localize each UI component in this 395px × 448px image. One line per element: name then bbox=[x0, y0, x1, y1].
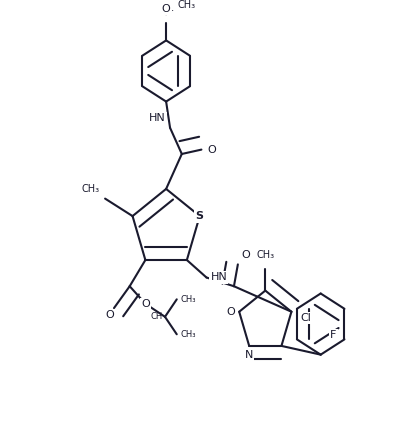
Text: O: O bbox=[242, 250, 250, 260]
Text: CH₃: CH₃ bbox=[178, 0, 196, 10]
Text: O: O bbox=[141, 299, 150, 309]
Text: O: O bbox=[106, 310, 115, 319]
Text: CH₃: CH₃ bbox=[81, 184, 99, 194]
Text: CH₃: CH₃ bbox=[256, 250, 275, 260]
Text: O: O bbox=[162, 4, 171, 14]
Text: CH: CH bbox=[151, 312, 163, 321]
Text: HN: HN bbox=[149, 113, 166, 123]
Text: CH₃: CH₃ bbox=[181, 295, 196, 304]
Text: S: S bbox=[196, 211, 204, 221]
Text: F: F bbox=[330, 330, 337, 340]
Text: O: O bbox=[226, 307, 235, 317]
Text: CH₃: CH₃ bbox=[181, 330, 196, 339]
Text: O: O bbox=[207, 145, 216, 155]
Text: HN: HN bbox=[211, 272, 227, 283]
Text: Cl: Cl bbox=[301, 313, 312, 323]
Text: N: N bbox=[245, 350, 253, 360]
